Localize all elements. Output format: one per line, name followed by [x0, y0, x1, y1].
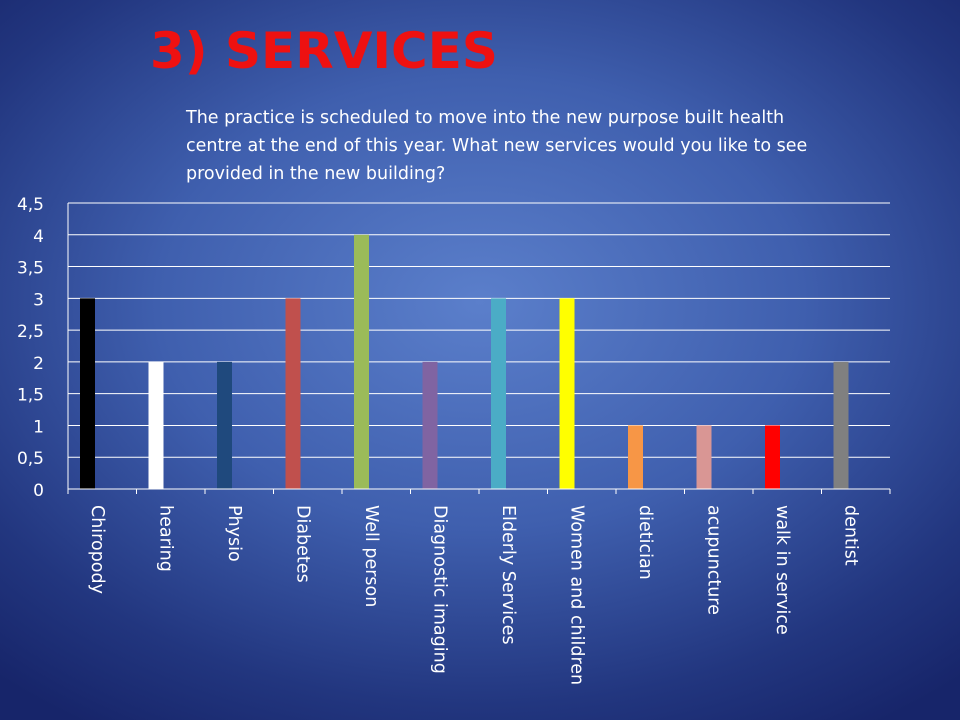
y-tick-label: 2 [33, 354, 44, 374]
y-axis-ticks: 0 0,5 1 1,5 2 2,5 3 3,5 4 4,5 [17, 195, 44, 501]
x-tick-label: Women and children [567, 505, 587, 685]
x-tick-label: dentist [841, 505, 861, 566]
x-tick-label: Chiropody [87, 505, 107, 594]
y-tick-label: 1,5 [17, 386, 44, 406]
x-tick-label: Well person [361, 505, 381, 607]
bar-dietician [628, 425, 643, 489]
bar-walk-in-service [765, 425, 780, 489]
x-tick-label: walk in service [772, 505, 792, 635]
x-axis-labels: Chiropody hearing Physio Diabetes Well perso… [87, 505, 861, 685]
bar-women-and-children [559, 298, 575, 489]
y-tick-label: 0 [33, 481, 44, 501]
bar-diabetes [285, 298, 301, 489]
bar-well-person [354, 234, 369, 489]
x-tick-label: Diagnostic imaging [430, 505, 450, 674]
x-tick-label: Diabetes [293, 505, 313, 583]
y-tick-label: 0,5 [17, 449, 44, 469]
bar-elderly-services [491, 298, 506, 489]
bar-acupuncture [696, 425, 712, 489]
bar-dentist [833, 361, 849, 489]
bar-hearing [148, 361, 164, 489]
y-tick-label: 1 [33, 417, 44, 437]
axes [67, 203, 891, 494]
x-tick-label: dietician [635, 505, 655, 580]
y-tick-label: 3 [33, 290, 44, 310]
y-tick-label: 2,5 [17, 322, 44, 342]
bars [80, 234, 849, 489]
x-tick-label: Physio [224, 505, 244, 562]
x-tick-label: hearing [156, 505, 176, 572]
x-tick-label: Elderly Services [498, 505, 518, 645]
bar-chiropody [80, 298, 95, 489]
slide-title: 3) SERVICES [150, 22, 498, 80]
slide-subtitle: The practice is scheduled to move into t… [186, 108, 808, 184]
gridlines [68, 202, 890, 458]
y-tick-label: 4,5 [17, 195, 44, 215]
y-tick-label: 3,5 [17, 259, 44, 279]
bar-physio [217, 361, 232, 489]
y-tick-label: 4 [33, 227, 44, 247]
bar-diagnostic-imaging [422, 361, 438, 489]
x-tick-label: acupuncture [704, 505, 724, 615]
